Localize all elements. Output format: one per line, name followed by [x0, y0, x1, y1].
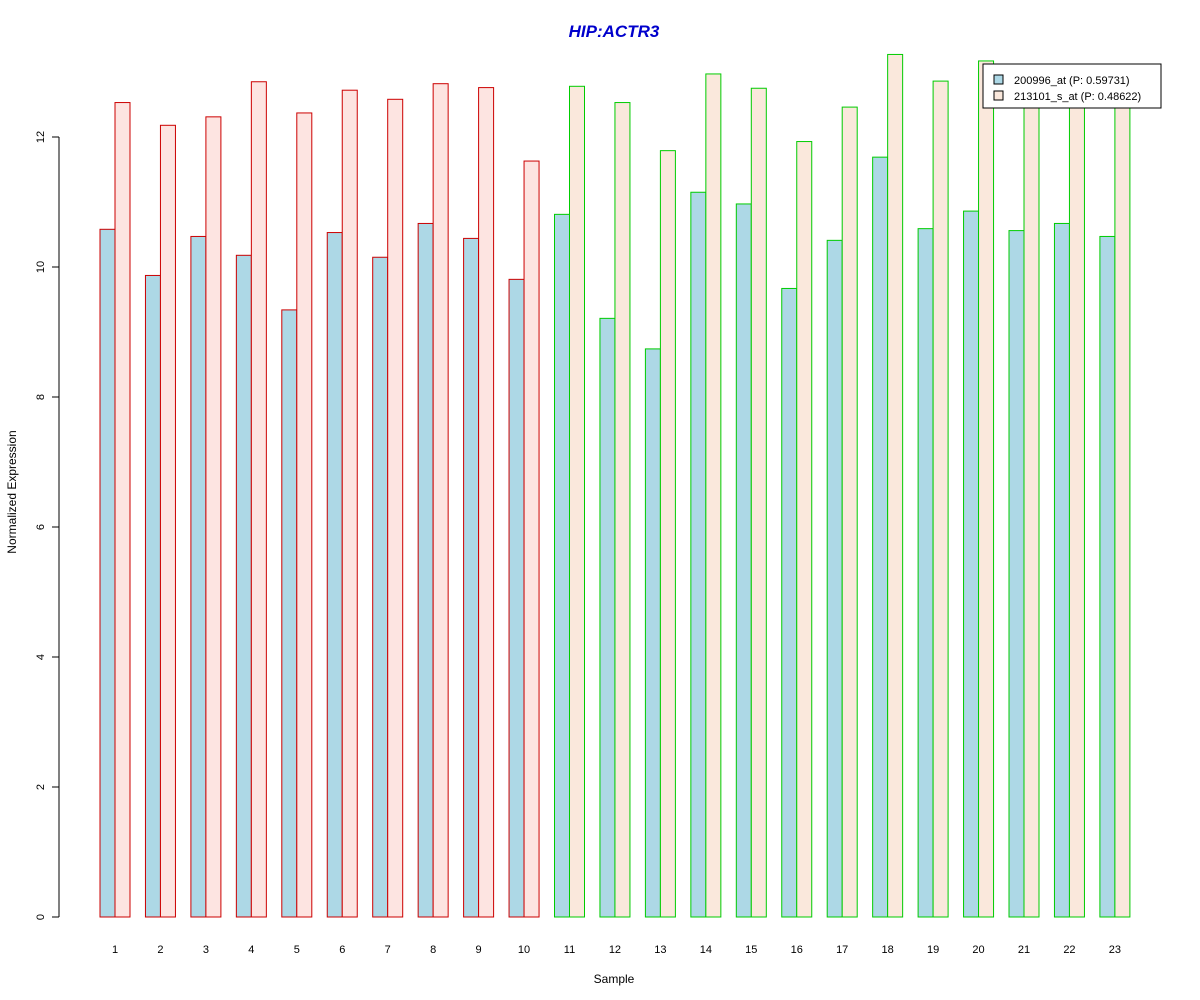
legend: 200996_at (P: 0.59731) 213101_s_at (P: 0… [982, 63, 1162, 109]
bar-sample-10-series-1 [508, 278, 525, 918]
x-tick-label: 9 [476, 944, 482, 956]
bar-sample-14-series-1 [690, 191, 707, 918]
bar-sample-8-series-2 [432, 83, 449, 918]
bar-sample-13-series-2 [659, 150, 676, 918]
bar-sample-9-series-1 [463, 237, 480, 918]
bar-sample-6-series-2 [341, 89, 358, 918]
x-tick-label: 3 [203, 944, 209, 956]
y-tick-label: 8 [35, 394, 47, 400]
bar-sample-23-series-1 [1099, 235, 1116, 918]
x-tick-label: 8 [430, 944, 436, 956]
bar-sample-15-series-1 [735, 203, 752, 918]
bar-sample-1-series-1 [99, 228, 116, 918]
x-tick-label: 22 [1063, 944, 1075, 956]
bar-sample-17-series-2 [841, 106, 858, 918]
bar-sample-20-series-2 [978, 60, 995, 918]
bar-sample-21-series-2 [1023, 81, 1040, 918]
x-tick-label: 18 [882, 944, 894, 956]
bar-sample-8-series-1 [417, 222, 434, 918]
x-tick-label: 2 [157, 944, 163, 956]
x-tick-label: 16 [791, 944, 803, 956]
bar-sample-2-series-2 [159, 124, 176, 918]
bar-sample-17-series-1 [826, 239, 843, 918]
legend-label-series-2: 213101_s_at (P: 0.48622) [1014, 91, 1141, 103]
x-axis-label: Sample [594, 972, 635, 986]
x-tick-label: 6 [339, 944, 345, 956]
bar-sample-15-series-2 [750, 87, 767, 918]
bar-sample-2-series-1 [144, 274, 161, 918]
x-tick-label: 20 [972, 944, 984, 956]
bar-sample-19-series-2 [932, 80, 949, 918]
x-tick-label: 14 [700, 944, 712, 956]
x-tick-label: 5 [294, 944, 300, 956]
bar-sample-5-series-2 [296, 112, 313, 918]
legend-box [982, 63, 1162, 109]
bar-sample-12-series-2 [614, 102, 631, 918]
x-tick-label: 12 [609, 944, 621, 956]
x-tick-label: 15 [745, 944, 757, 956]
y-tick-label: 0 [35, 914, 47, 920]
x-tick-label: 1 [112, 944, 118, 956]
bar-sample-13-series-1 [644, 348, 661, 918]
bar-sample-3-series-2 [205, 116, 222, 918]
bar-sample-5-series-1 [281, 309, 298, 918]
x-tick-label: 13 [654, 944, 666, 956]
bar-sample-10-series-2 [523, 160, 540, 918]
bar-sample-6-series-1 [326, 232, 343, 918]
bar-sample-22-series-1 [1053, 222, 1070, 918]
x-tick-label: 17 [836, 944, 848, 956]
bar-sample-4-series-2 [250, 81, 267, 918]
bar-sample-4-series-1 [235, 254, 252, 918]
y-axis: 0 2 4 6 8 10 12 [35, 131, 60, 920]
x-tick-label: 23 [1109, 944, 1121, 956]
bar-sample-12-series-1 [599, 317, 616, 918]
bar-sample-7-series-2 [387, 98, 404, 918]
bar-sample-22-series-2 [1068, 84, 1085, 918]
bar-sample-16-series-1 [781, 287, 798, 918]
bar-sample-11-series-2 [569, 85, 585, 918]
bar-sample-14-series-2 [705, 73, 722, 918]
bar-sample-9-series-2 [478, 87, 495, 918]
y-tick-label: 10 [35, 261, 47, 273]
bar-sample-23-series-2 [1114, 91, 1131, 918]
legend-swatch-series-1 [993, 74, 1004, 85]
bar-sample-18-series-2 [887, 53, 904, 918]
x-tick-label: 19 [927, 944, 939, 956]
bar-sample-7-series-1 [372, 256, 389, 918]
legend-label-series-1: 200996_at (P: 0.59731) [1014, 75, 1130, 87]
x-tick-label: 21 [1018, 944, 1030, 956]
y-tick-label: 2 [35, 784, 47, 790]
bar-sample-1-series-2 [114, 102, 131, 918]
x-tick-label: 7 [385, 944, 391, 956]
bar-sample-19-series-1 [917, 228, 934, 918]
chart-title: HIP:ACTR3 [569, 22, 660, 41]
bar-sample-20-series-1 [963, 210, 980, 918]
x-axis-tick-labels: 1 2 3 4 5 6 7 8 9 10 11 12 13 14 15 16 17 18 19 20 21 22 23 [112, 944, 1121, 956]
y-axis-label: Normalized Expression [5, 430, 19, 553]
y-tick-label: 12 [35, 131, 47, 143]
bar-sample-18-series-1 [872, 156, 889, 918]
bar-sample-16-series-2 [796, 141, 813, 918]
y-tick-label: 6 [35, 524, 47, 530]
y-tick-label: 4 [35, 654, 47, 660]
x-tick-label: 10 [518, 944, 530, 956]
bar-sample-21-series-1 [1008, 230, 1025, 918]
legend-swatch-series-2 [993, 90, 1004, 101]
x-tick-label: 4 [248, 944, 254, 956]
x-tick-label: 11 [564, 944, 575, 956]
bar-sample-11-series-1 [554, 213, 570, 918]
bars-group [99, 53, 1131, 918]
bar-sample-3-series-1 [190, 235, 207, 918]
